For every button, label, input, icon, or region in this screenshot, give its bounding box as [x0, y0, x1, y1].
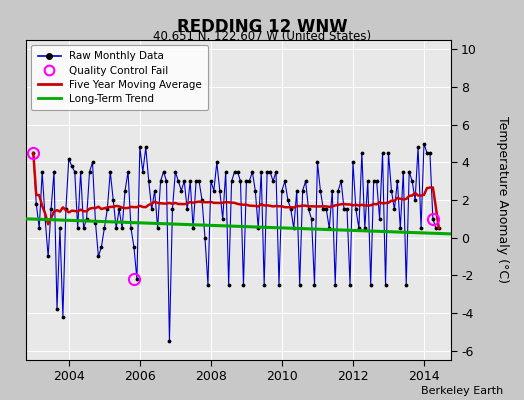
Text: 40.651 N, 122.607 W (United States): 40.651 N, 122.607 W (United States) [153, 30, 371, 43]
Text: REDDING 12 WNW: REDDING 12 WNW [177, 18, 347, 36]
Y-axis label: Temperature Anomaly (°C): Temperature Anomaly (°C) [496, 116, 509, 284]
Text: Berkeley Earth: Berkeley Earth [421, 386, 503, 396]
Legend: Raw Monthly Data, Quality Control Fail, Five Year Moving Average, Long-Term Tren: Raw Monthly Data, Quality Control Fail, … [31, 45, 208, 110]
